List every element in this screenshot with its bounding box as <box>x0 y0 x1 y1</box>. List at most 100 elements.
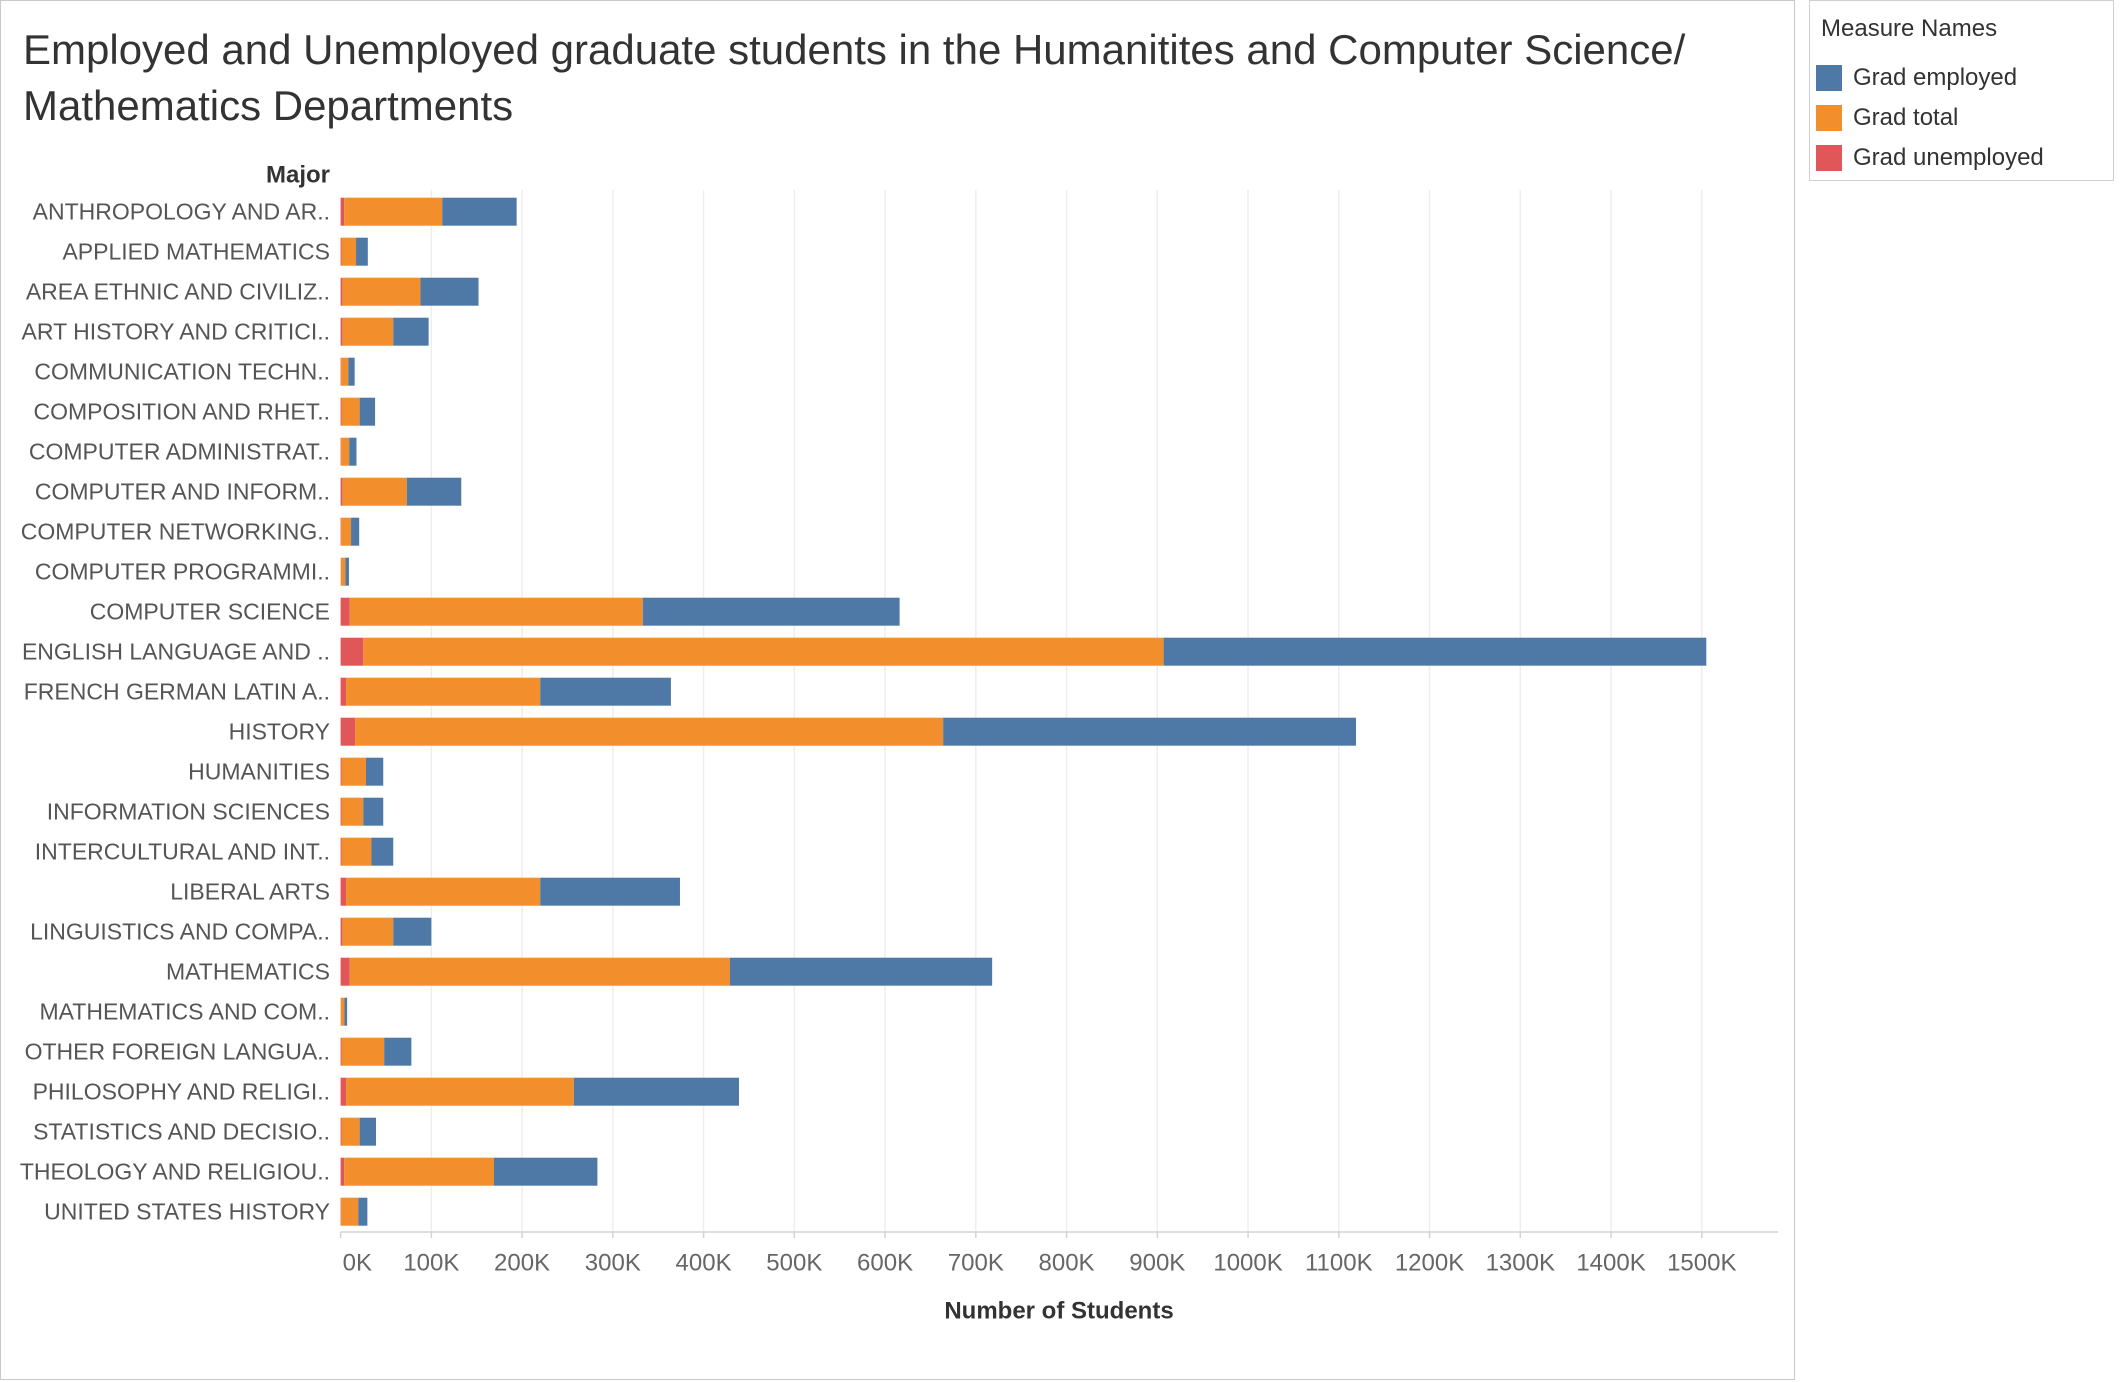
bar-grad-unemployed[interactable] <box>340 397 342 426</box>
bar-grad-total[interactable] <box>342 317 394 346</box>
bar-grad-total[interactable] <box>346 1077 574 1106</box>
bar-grad-total[interactable] <box>341 397 360 426</box>
bar-grad-employed[interactable] <box>406 477 462 506</box>
bar-grad-total[interactable] <box>341 837 372 866</box>
category-label[interactable]: COMPUTER PROGRAMMI.. <box>35 559 330 585</box>
bar-grad-employed[interactable] <box>359 397 376 426</box>
category-label[interactable]: APPLIED MATHEMATICS <box>62 239 330 265</box>
legend-item-grad-unemployed[interactable]: Grad unemployed <box>1810 143 2113 173</box>
bar-grad-employed[interactable] <box>540 877 680 906</box>
bar-grad-total[interactable] <box>355 717 944 746</box>
category-label[interactable]: ANTHROPOLOGY AND AR.. <box>33 199 330 225</box>
bar-grad-unemployed[interactable] <box>340 1117 342 1146</box>
bar-grad-employed[interactable] <box>729 957 993 986</box>
bar-grad-total[interactable] <box>349 597 643 626</box>
bar-grad-employed[interactable] <box>371 837 394 866</box>
category-label[interactable]: HISTORY <box>229 719 330 745</box>
category-label[interactable]: MATHEMATICS AND COM.. <box>40 999 331 1025</box>
bar-grad-total[interactable] <box>342 277 421 306</box>
bar-grad-unemployed[interactable] <box>340 757 342 786</box>
bar-grad-employed[interactable] <box>642 597 900 626</box>
legend-item-grad-employed[interactable]: Grad employed <box>1810 63 2113 93</box>
bar-grad-employed[interactable] <box>442 197 517 226</box>
bar-grad-unemployed[interactable] <box>340 877 347 906</box>
bar-grad-employed[interactable] <box>366 757 384 786</box>
bar-grad-employed[interactable] <box>393 917 432 946</box>
legend-item-grad-total[interactable]: Grad total <box>1810 103 2113 133</box>
bar-grad-unemployed[interactable] <box>340 597 350 626</box>
bar-grad-employed[interactable] <box>356 237 368 266</box>
category-label[interactable]: COMPUTER NETWORKING.. <box>21 519 330 545</box>
category-label[interactable]: THEOLOGY AND RELIGIOU.. <box>20 1159 330 1185</box>
bar-grad-employed[interactable] <box>349 437 357 466</box>
bar-grad-employed[interactable] <box>384 1037 412 1066</box>
bar-grad-unemployed[interactable] <box>340 837 342 866</box>
bar-grad-total[interactable] <box>344 197 443 226</box>
category-label[interactable]: INFORMATION SCIENCES <box>47 799 330 825</box>
bar-grad-unemployed[interactable] <box>340 637 364 666</box>
category-label[interactable]: PHILOSOPHY AND RELIGI.. <box>33 1079 330 1105</box>
category-label[interactable]: OTHER FOREIGN LANGUA.. <box>25 1039 330 1065</box>
bar-grad-total[interactable] <box>363 637 1164 666</box>
category-label[interactable]: HUMANITIES <box>188 759 330 785</box>
bar-grad-total[interactable] <box>346 877 541 906</box>
bar-grad-total[interactable] <box>342 477 407 506</box>
bar-grad-unemployed[interactable] <box>340 317 343 346</box>
bar-grad-employed[interactable] <box>351 517 360 546</box>
category-label[interactable]: LIBERAL ARTS <box>170 879 330 905</box>
bar-grad-unemployed[interactable] <box>340 717 356 746</box>
bar-grad-total[interactable] <box>341 357 349 386</box>
bar-grad-unemployed[interactable] <box>340 1077 347 1106</box>
category-label[interactable]: COMPUTER ADMINISTRAT.. <box>29 439 330 465</box>
bar-grad-employed[interactable] <box>358 1197 368 1226</box>
bar-grad-total[interactable] <box>341 797 364 826</box>
bar-grad-total[interactable] <box>341 437 350 466</box>
category-label[interactable]: COMMUNICATION TECHN.. <box>34 359 330 385</box>
category-label[interactable]: AREA ETHNIC AND CIVILIZ.. <box>26 279 330 305</box>
bar-grad-total[interactable] <box>341 517 352 546</box>
bar-grad-employed[interactable] <box>420 277 479 306</box>
bar-grad-employed[interactable] <box>359 1117 376 1146</box>
bar-grad-employed[interactable] <box>943 717 1357 746</box>
bar-grad-total[interactable] <box>341 1197 359 1226</box>
bar-grad-total[interactable] <box>344 1157 494 1186</box>
bar-grad-unemployed[interactable] <box>340 197 345 226</box>
bar-grad-employed[interactable] <box>393 317 429 346</box>
bar-grad-unemployed[interactable] <box>340 957 350 986</box>
category-label[interactable]: MATHEMATICS <box>166 959 330 985</box>
bar-grad-employed[interactable] <box>540 677 671 706</box>
bar-grad-total[interactable] <box>341 1117 360 1146</box>
bar-grad-total[interactable] <box>340 997 345 1026</box>
bar-grad-employed[interactable] <box>573 1077 739 1106</box>
bar-grad-total[interactable] <box>341 1037 385 1066</box>
category-label[interactable]: COMPOSITION AND RHET.. <box>34 399 330 425</box>
bar-grad-unemployed[interactable] <box>340 797 342 826</box>
bar-grad-total[interactable] <box>346 677 541 706</box>
category-label[interactable]: COMPUTER AND INFORM.. <box>35 479 330 505</box>
bar-grad-unemployed[interactable] <box>340 477 343 506</box>
category-label[interactable]: INTERCULTURAL AND INT.. <box>35 839 330 865</box>
bar-grad-employed[interactable] <box>363 797 384 826</box>
bar-grad-employed[interactable] <box>493 1157 598 1186</box>
bar-grad-employed[interactable] <box>345 557 349 586</box>
bar-grad-total[interactable] <box>340 557 346 586</box>
bar-grad-employed[interactable] <box>344 997 348 1026</box>
category-label[interactable]: STATISTICS AND DECISIO.. <box>33 1119 330 1145</box>
bar-grad-total[interactable] <box>341 237 357 266</box>
bar-grad-total[interactable] <box>349 957 730 986</box>
bar-grad-employed[interactable] <box>348 357 355 386</box>
bar-grad-unemployed[interactable] <box>340 1037 342 1066</box>
category-label[interactable]: ENGLISH LANGUAGE AND .. <box>22 639 330 665</box>
category-label[interactable]: UNITED STATES HISTORY <box>44 1199 330 1225</box>
bar-grad-unemployed[interactable] <box>340 277 343 306</box>
bar-grad-unemployed[interactable] <box>340 1157 345 1186</box>
bar-grad-unemployed[interactable] <box>340 917 343 946</box>
bar-grad-unemployed[interactable] <box>340 677 347 706</box>
bar-grad-employed[interactable] <box>1163 637 1707 666</box>
bar-grad-total[interactable] <box>341 757 367 786</box>
category-label[interactable]: ART HISTORY AND CRITICI.. <box>22 319 330 345</box>
category-label[interactable]: FRENCH GERMAN LATIN A.. <box>24 679 330 705</box>
bar-grad-total[interactable] <box>342 917 394 946</box>
category-label[interactable]: LINGUISTICS AND COMPA.. <box>30 919 330 945</box>
category-label[interactable]: COMPUTER SCIENCE <box>90 599 330 625</box>
